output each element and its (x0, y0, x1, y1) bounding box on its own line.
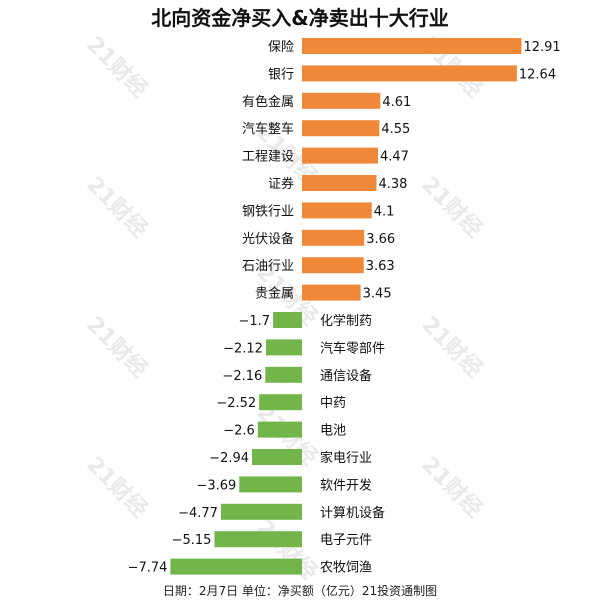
watermark-text: 21财经 (416, 451, 487, 522)
category-label: 贵金属 (255, 286, 294, 302)
bars-layer (170, 38, 522, 575)
value-label: 4.61 (382, 95, 411, 110)
value-label: −7.74 (128, 561, 168, 576)
bar-4 (302, 120, 380, 137)
bar-19 (214, 531, 302, 548)
watermark-text: 21财经 (81, 31, 152, 102)
category-label: 保险 (268, 40, 294, 55)
value-label: 4.1 (374, 204, 395, 219)
labels-layer: 保险 12.91 银行 12.64 有色金属 4.61 汽车整车 4.55 工程建设 4.47 证券… (128, 40, 561, 576)
value-label: −1.7 (239, 314, 271, 329)
value-label: −2.94 (209, 451, 249, 466)
category-label: 家电行业 (320, 450, 372, 466)
value-label: −4.77 (178, 506, 218, 521)
value-label: −2.16 (222, 369, 262, 384)
bar-12 (265, 339, 302, 356)
chart-title: 北向资金净买入&净卖出十大行业 (151, 6, 449, 30)
category-label: 汽车整车 (242, 121, 294, 137)
category-label: 化学制药 (320, 313, 372, 329)
bar-2 (302, 65, 517, 82)
bar-13 (265, 366, 302, 383)
category-label: 软件开发 (320, 477, 372, 493)
bar-5 (302, 147, 378, 164)
bar-20 (170, 558, 302, 575)
category-label: 通信设备 (320, 368, 372, 384)
bar-9 (302, 257, 364, 274)
value-label: −2.12 (223, 341, 263, 356)
category-label: 中药 (320, 396, 346, 411)
bar-18 (220, 503, 302, 520)
value-label: 3.63 (366, 259, 395, 274)
category-label: 钢铁行业 (242, 204, 294, 219)
category-label: 石油行业 (242, 259, 294, 274)
category-label: 银行 (268, 67, 294, 82)
category-label: 光伏设备 (242, 231, 294, 247)
bar-10 (302, 284, 361, 301)
bar-16 (252, 449, 302, 465)
value-label: 12.91 (523, 40, 560, 55)
value-label: 3.45 (363, 287, 392, 302)
bar-7 (302, 202, 372, 219)
bar-11 (273, 312, 302, 328)
bar-17 (239, 476, 302, 493)
value-label: 12.64 (519, 67, 556, 82)
category-label: 汽车零部件 (320, 340, 385, 356)
watermark-text: 21财经 (416, 311, 487, 382)
bar-14 (259, 394, 302, 411)
category-label: 电子元件 (320, 533, 372, 548)
value-label: −2.6 (223, 424, 255, 439)
bar-3 (302, 92, 381, 109)
value-label: 4.47 (380, 150, 409, 165)
watermark-text: 21财经 (81, 171, 152, 242)
category-label: 工程建设 (242, 150, 294, 165)
value-label: −5.15 (172, 533, 212, 548)
bar-1 (302, 38, 522, 54)
category-label: 证券 (268, 176, 294, 192)
watermark-text: 21财经 (81, 311, 152, 382)
value-label: 4.38 (378, 177, 407, 192)
category-label: 电池 (320, 424, 346, 439)
chart-footer: 日期：2月7日 单位：净买额（亿元）21投资通制图 (162, 584, 438, 598)
value-label: −2.52 (216, 396, 256, 411)
bar-6 (302, 175, 377, 191)
category-label: 计算机设备 (320, 505, 385, 521)
watermark-text: 21财经 (416, 171, 487, 242)
watermark-text: 21财经 (81, 451, 152, 522)
value-label: 4.55 (381, 122, 410, 137)
category-label: 有色金属 (242, 94, 294, 110)
bar-8 (302, 229, 365, 246)
bar-15 (257, 421, 302, 438)
value-label: −3.69 (196, 478, 236, 493)
category-label: 农牧饲渔 (320, 561, 372, 576)
value-label: 3.66 (366, 232, 395, 247)
